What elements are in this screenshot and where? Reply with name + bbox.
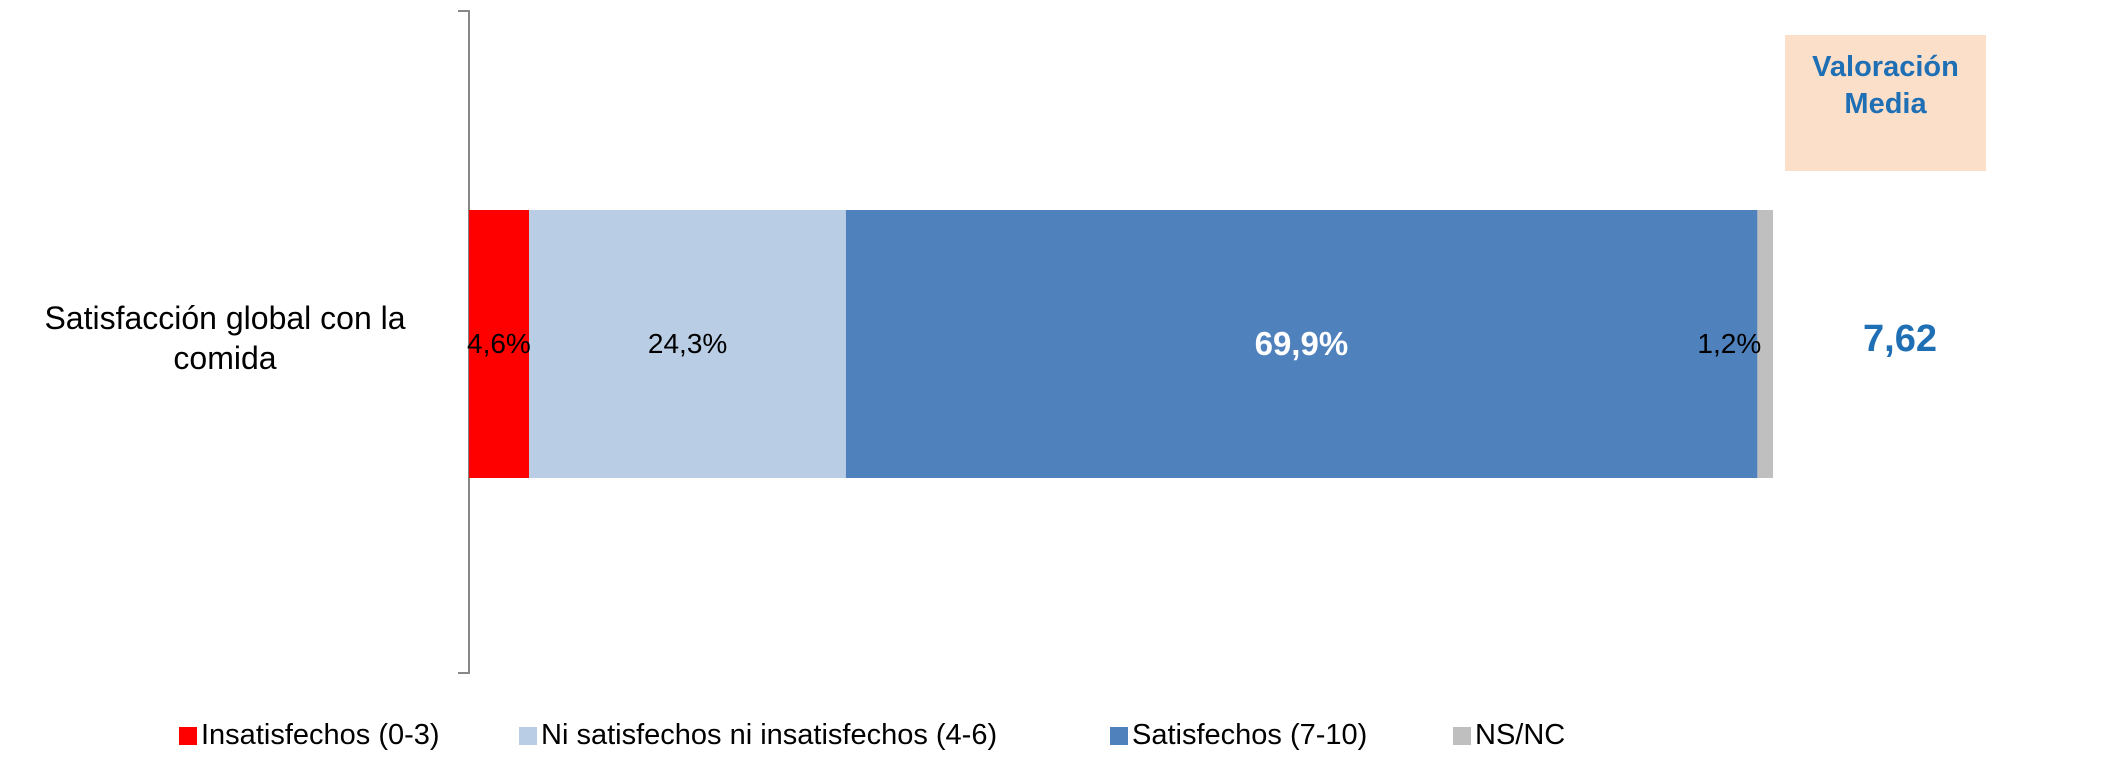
legend-label-1: Insatisfechos (0-3) [201,719,440,751]
bar-segment-2 [529,210,846,478]
legend: Insatisfechos (0-3) Ni satisfechos ni ins… [0,719,2119,759]
legend-swatch-3 [1110,726,1128,745]
legend-item-2: Ni satisfechos ni insatisfechos (4-6) [519,719,997,752]
data-label-3: 69,9% [1254,325,1349,362]
data-label-4: 1,2% [1697,328,1762,359]
category-axis-tick-bottom [458,672,469,674]
legend-swatch-2 [519,726,537,745]
legend-item-1: Insatisfechos (0-3) [179,719,440,752]
legend-item-3: Satisfechos (7-10) [1110,719,1367,752]
category-axis-tick-top [458,10,469,12]
legend-swatch-1 [179,726,197,745]
bar-segment-3 [845,210,1758,478]
legend-label-2: Ni satisfechos ni insatisfechos (4-6) [541,719,998,751]
valuation-value: 7,62 [1863,318,1937,360]
valuation-title: Valoración Media [1812,51,1959,120]
bar-segment-4 [1757,210,1773,478]
data-label-2: 24,3% [647,328,728,359]
data-label-1: 4,6% [467,328,531,359]
legend-label-4: NS/NC [1475,719,1566,751]
legend-swatch-4 [1453,726,1471,745]
category-label: Satisfacción global con la comida [44,300,406,376]
legend-label-3: Satisfechos (7-10) [1132,719,1368,751]
valuation-header: Valoración Media [1785,35,1986,171]
legend-item-4: NS/NC [1453,719,1565,752]
bar-segment-1 [469,210,529,478]
